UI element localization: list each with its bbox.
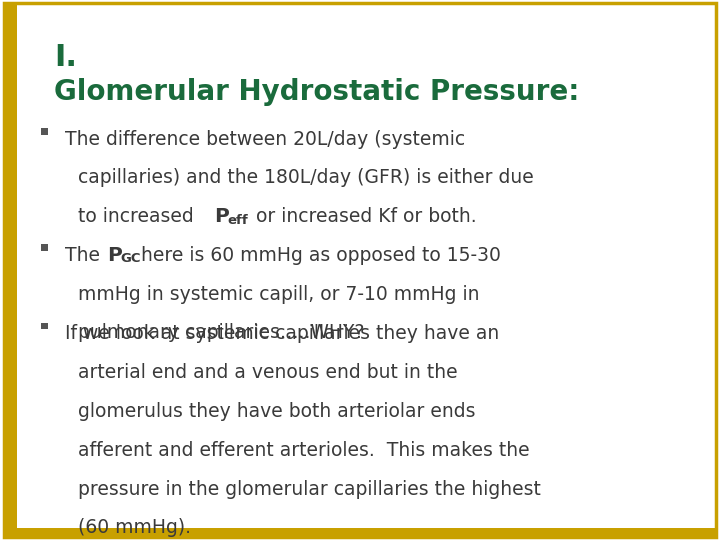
Bar [42, 244, 48, 251]
Text: (60 mmHg).: (60 mmHg). [78, 518, 191, 537]
Text: If we look at systemic capillaries they have an: If we look at systemic capillaries they … [65, 324, 499, 343]
Bar [4, 3, 17, 537]
Bar [4, 528, 716, 537]
Text: here is 60 mmHg as opposed to 15-30: here is 60 mmHg as opposed to 15-30 [135, 246, 501, 265]
Text: mmHg in systemic capill, or 7-10 mmHg in: mmHg in systemic capill, or 7-10 mmHg in [78, 285, 480, 303]
Text: glomerulus they have both arteriolar ends: glomerulus they have both arteriolar end… [78, 402, 475, 421]
Text: The: The [65, 246, 106, 265]
Text: P: P [107, 246, 122, 265]
Text: or increased Kf or both.: or increased Kf or both. [251, 207, 477, 226]
Text: to increased: to increased [78, 207, 199, 226]
Text: capillaries) and the 180L/day (GFR) is either due: capillaries) and the 180L/day (GFR) is e… [78, 168, 534, 187]
Text: The difference between 20L/day (systemic: The difference between 20L/day (systemic [65, 130, 465, 148]
Bar [42, 128, 48, 134]
Bar [42, 322, 48, 329]
Text: pressure in the glomerular capillaries the highest: pressure in the glomerular capillaries t… [78, 480, 541, 498]
Text: I.: I. [54, 43, 77, 72]
Text: eff: eff [228, 214, 248, 227]
Text: afferent and efferent arterioles.  This makes the: afferent and efferent arterioles. This m… [78, 441, 529, 460]
Text: GC: GC [120, 252, 140, 265]
Text: arterial end and a venous end but in the: arterial end and a venous end but in the [78, 363, 457, 382]
Text: pulmonary capillaries…..WHY?: pulmonary capillaries…..WHY? [78, 323, 364, 342]
Text: P: P [215, 207, 229, 226]
Text: Glomerular Hydrostatic Pressure:: Glomerular Hydrostatic Pressure: [54, 78, 580, 106]
